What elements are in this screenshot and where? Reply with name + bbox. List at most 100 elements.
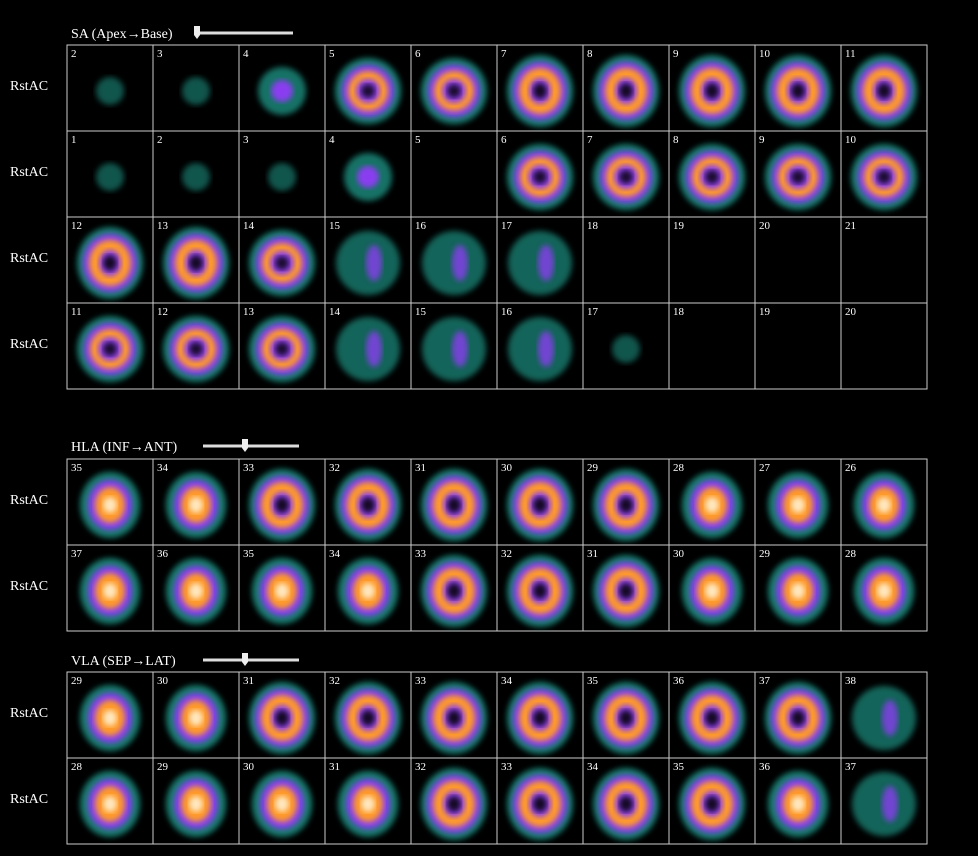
image-cell[interactable]: 30 bbox=[238, 757, 326, 845]
image-blob bbox=[103, 497, 117, 513]
image-cell[interactable]: 9 bbox=[754, 130, 842, 218]
image-cell[interactable]: 18 bbox=[582, 216, 670, 304]
image-cell[interactable]: 37 bbox=[840, 757, 928, 845]
image-cell[interactable]: 12 bbox=[152, 302, 240, 390]
cell-frame bbox=[410, 130, 498, 218]
image-cell[interactable]: 33 bbox=[238, 458, 326, 546]
image-cell[interactable]: 20 bbox=[754, 216, 842, 304]
image-cell[interactable]: 37 bbox=[754, 671, 842, 759]
image-cell[interactable]: 34 bbox=[496, 671, 584, 759]
image-cell[interactable]: 36 bbox=[152, 544, 240, 632]
image-cell[interactable]: 34 bbox=[324, 544, 412, 632]
image-cell[interactable]: 33 bbox=[410, 671, 498, 759]
image-blob bbox=[361, 583, 375, 599]
image-cell[interactable]: 30 bbox=[496, 458, 584, 546]
image-cell[interactable]: 30 bbox=[152, 671, 240, 759]
slice-number: 32 bbox=[415, 761, 426, 773]
cell-frame bbox=[668, 302, 756, 390]
image-cell[interactable]: 29 bbox=[754, 544, 842, 632]
image-cell[interactable]: 16 bbox=[496, 302, 584, 390]
image-cell[interactable]: 31 bbox=[410, 458, 498, 546]
image-cell[interactable]: 7 bbox=[496, 44, 584, 132]
image-cell[interactable]: 5 bbox=[324, 44, 412, 132]
slice-number: 26 bbox=[845, 462, 857, 474]
image-cell[interactable]: 5 bbox=[410, 130, 498, 218]
image-cell[interactable]: 31 bbox=[582, 544, 670, 632]
image-cell[interactable]: 15 bbox=[324, 216, 412, 304]
image-cell[interactable]: 13 bbox=[238, 302, 326, 390]
image-cell[interactable]: 6 bbox=[410, 44, 498, 132]
image-cell[interactable]: 19 bbox=[754, 302, 842, 390]
image-cell[interactable]: 8 bbox=[668, 130, 756, 218]
image-cell[interactable]: 31 bbox=[324, 757, 412, 845]
image-cell[interactable]: 19 bbox=[668, 216, 756, 304]
image-cell[interactable]: 35 bbox=[582, 671, 670, 759]
image-cell[interactable]: 21 bbox=[840, 216, 928, 304]
image-cell[interactable]: 9 bbox=[668, 44, 756, 132]
image-cell[interactable]: 34 bbox=[582, 757, 670, 845]
image-cell[interactable]: 26 bbox=[840, 458, 928, 546]
image-cell[interactable]: 10 bbox=[754, 44, 842, 132]
image-cell[interactable]: 30 bbox=[668, 544, 756, 632]
image-cell[interactable]: 11 bbox=[840, 44, 928, 132]
image-cell[interactable]: 29 bbox=[152, 757, 240, 845]
image-cell[interactable]: 12 bbox=[66, 216, 154, 304]
image-cell[interactable]: 11 bbox=[66, 302, 154, 390]
image-cell[interactable]: 18 bbox=[668, 302, 756, 390]
image-cell[interactable]: 32 bbox=[496, 544, 584, 632]
image-blob bbox=[791, 83, 805, 99]
image-cell[interactable]: 14 bbox=[238, 216, 326, 304]
image-blob bbox=[96, 77, 124, 105]
slice-number: 10 bbox=[759, 48, 771, 60]
image-cell[interactable]: 31 bbox=[238, 671, 326, 759]
image-cell[interactable]: 34 bbox=[152, 458, 240, 546]
image-cell[interactable]: 6 bbox=[496, 130, 584, 218]
image-cell[interactable]: 28 bbox=[840, 544, 928, 632]
image-cell[interactable]: 4 bbox=[324, 130, 412, 218]
slider-thumb[interactable] bbox=[242, 439, 248, 452]
image-cell[interactable]: 28 bbox=[668, 458, 756, 546]
image-blob bbox=[366, 245, 382, 281]
image-cell[interactable]: 36 bbox=[754, 757, 842, 845]
image-cell[interactable]: 37 bbox=[66, 544, 154, 632]
image-cell[interactable]: 13 bbox=[152, 216, 240, 304]
image-cell[interactable]: 33 bbox=[410, 544, 498, 632]
image-cell[interactable]: 29 bbox=[66, 671, 154, 759]
image-cell[interactable]: 15 bbox=[410, 302, 498, 390]
image-cell[interactable]: 14 bbox=[324, 302, 412, 390]
image-cell[interactable]: 35 bbox=[668, 757, 756, 845]
image-blob bbox=[96, 163, 124, 191]
image-blob bbox=[619, 170, 633, 184]
image-cell[interactable]: 33 bbox=[496, 757, 584, 845]
image-cell[interactable]: 16 bbox=[410, 216, 498, 304]
image-cell[interactable]: 38 bbox=[840, 671, 928, 759]
image-cell[interactable]: 20 bbox=[840, 302, 928, 390]
image-cell[interactable]: 4 bbox=[238, 44, 326, 132]
image-cell[interactable]: 7 bbox=[582, 130, 670, 218]
image-cell[interactable]: 2 bbox=[66, 44, 154, 132]
image-cell[interactable]: 3 bbox=[238, 130, 326, 218]
image-cell[interactable]: 27 bbox=[754, 458, 842, 546]
image-cell[interactable]: 28 bbox=[66, 757, 154, 845]
image-cell[interactable]: 36 bbox=[668, 671, 756, 759]
image-cell[interactable]: 32 bbox=[324, 458, 412, 546]
image-cell[interactable]: 1 bbox=[66, 130, 154, 218]
image-cell[interactable]: 10 bbox=[840, 130, 928, 218]
cell-frame bbox=[668, 216, 756, 304]
image-cell[interactable]: 8 bbox=[582, 44, 670, 132]
image-cell[interactable]: 3 bbox=[152, 44, 240, 132]
slice-number: 19 bbox=[759, 306, 771, 318]
slider-thumb[interactable] bbox=[194, 26, 200, 39]
image-blob bbox=[538, 331, 554, 367]
image-cell[interactable]: 2 bbox=[152, 130, 240, 218]
image-cell[interactable]: 17 bbox=[496, 216, 584, 304]
image-blob bbox=[361, 710, 375, 726]
image-cell[interactable]: 29 bbox=[582, 458, 670, 546]
image-cell[interactable]: 32 bbox=[410, 757, 498, 845]
image-cell[interactable]: 35 bbox=[238, 544, 326, 632]
slider-thumb[interactable] bbox=[242, 653, 248, 666]
image-cell[interactable]: 17 bbox=[582, 302, 670, 390]
image-cell[interactable]: 32 bbox=[324, 671, 412, 759]
image-cell[interactable]: 35 bbox=[66, 458, 154, 546]
